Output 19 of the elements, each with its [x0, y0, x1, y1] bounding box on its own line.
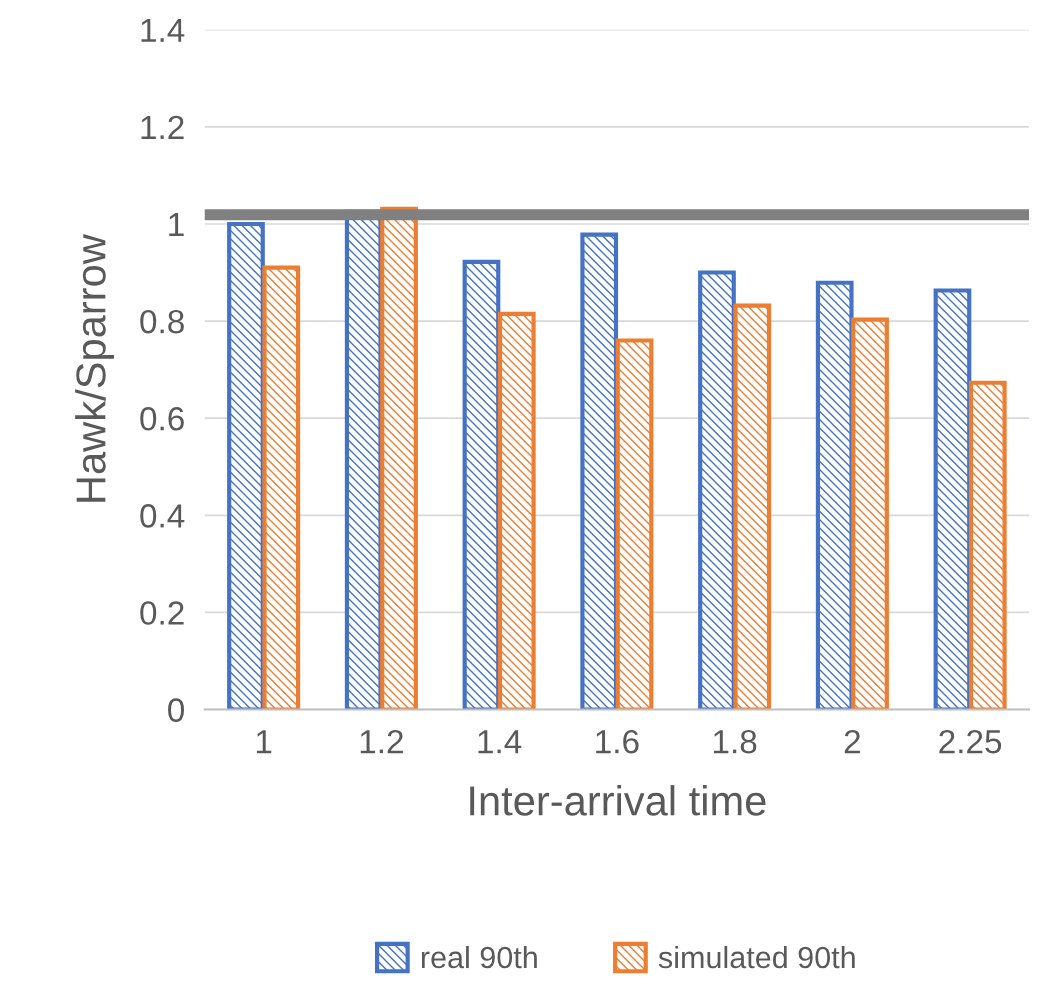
y-axis-title: Hawk/Sparrow — [75, 234, 114, 502]
y-tick-label: 0.4 — [140, 504, 185, 528]
x-tick-label: 1.2 — [360, 729, 403, 754]
y-tick-label: 0.2 — [140, 601, 184, 625]
legend-label: simulated 90th — [658, 945, 855, 969]
x-tick-label: 1.4 — [478, 730, 522, 754]
x-tick-label: 1.6 — [596, 729, 639, 754]
x-tick-label: 2 — [844, 729, 860, 754]
y-tick-label: 0.6 — [140, 407, 184, 431]
y-tick-label: 1.4 — [141, 18, 185, 42]
legend-label: real 90th — [421, 945, 537, 969]
y-tick-label: 0.8 — [140, 309, 184, 334]
x-tick-label: 1.8 — [714, 729, 757, 754]
x-tick-label: 1 — [256, 730, 272, 754]
y-tick-label: 1.2 — [141, 115, 184, 139]
x-axis-title: Inter-arrival time — [470, 785, 766, 816]
x-tick-label: 2.25 — [939, 729, 1002, 754]
y-tick-label: 1 — [169, 213, 184, 237]
y-tick-label: 0 — [168, 698, 184, 722]
